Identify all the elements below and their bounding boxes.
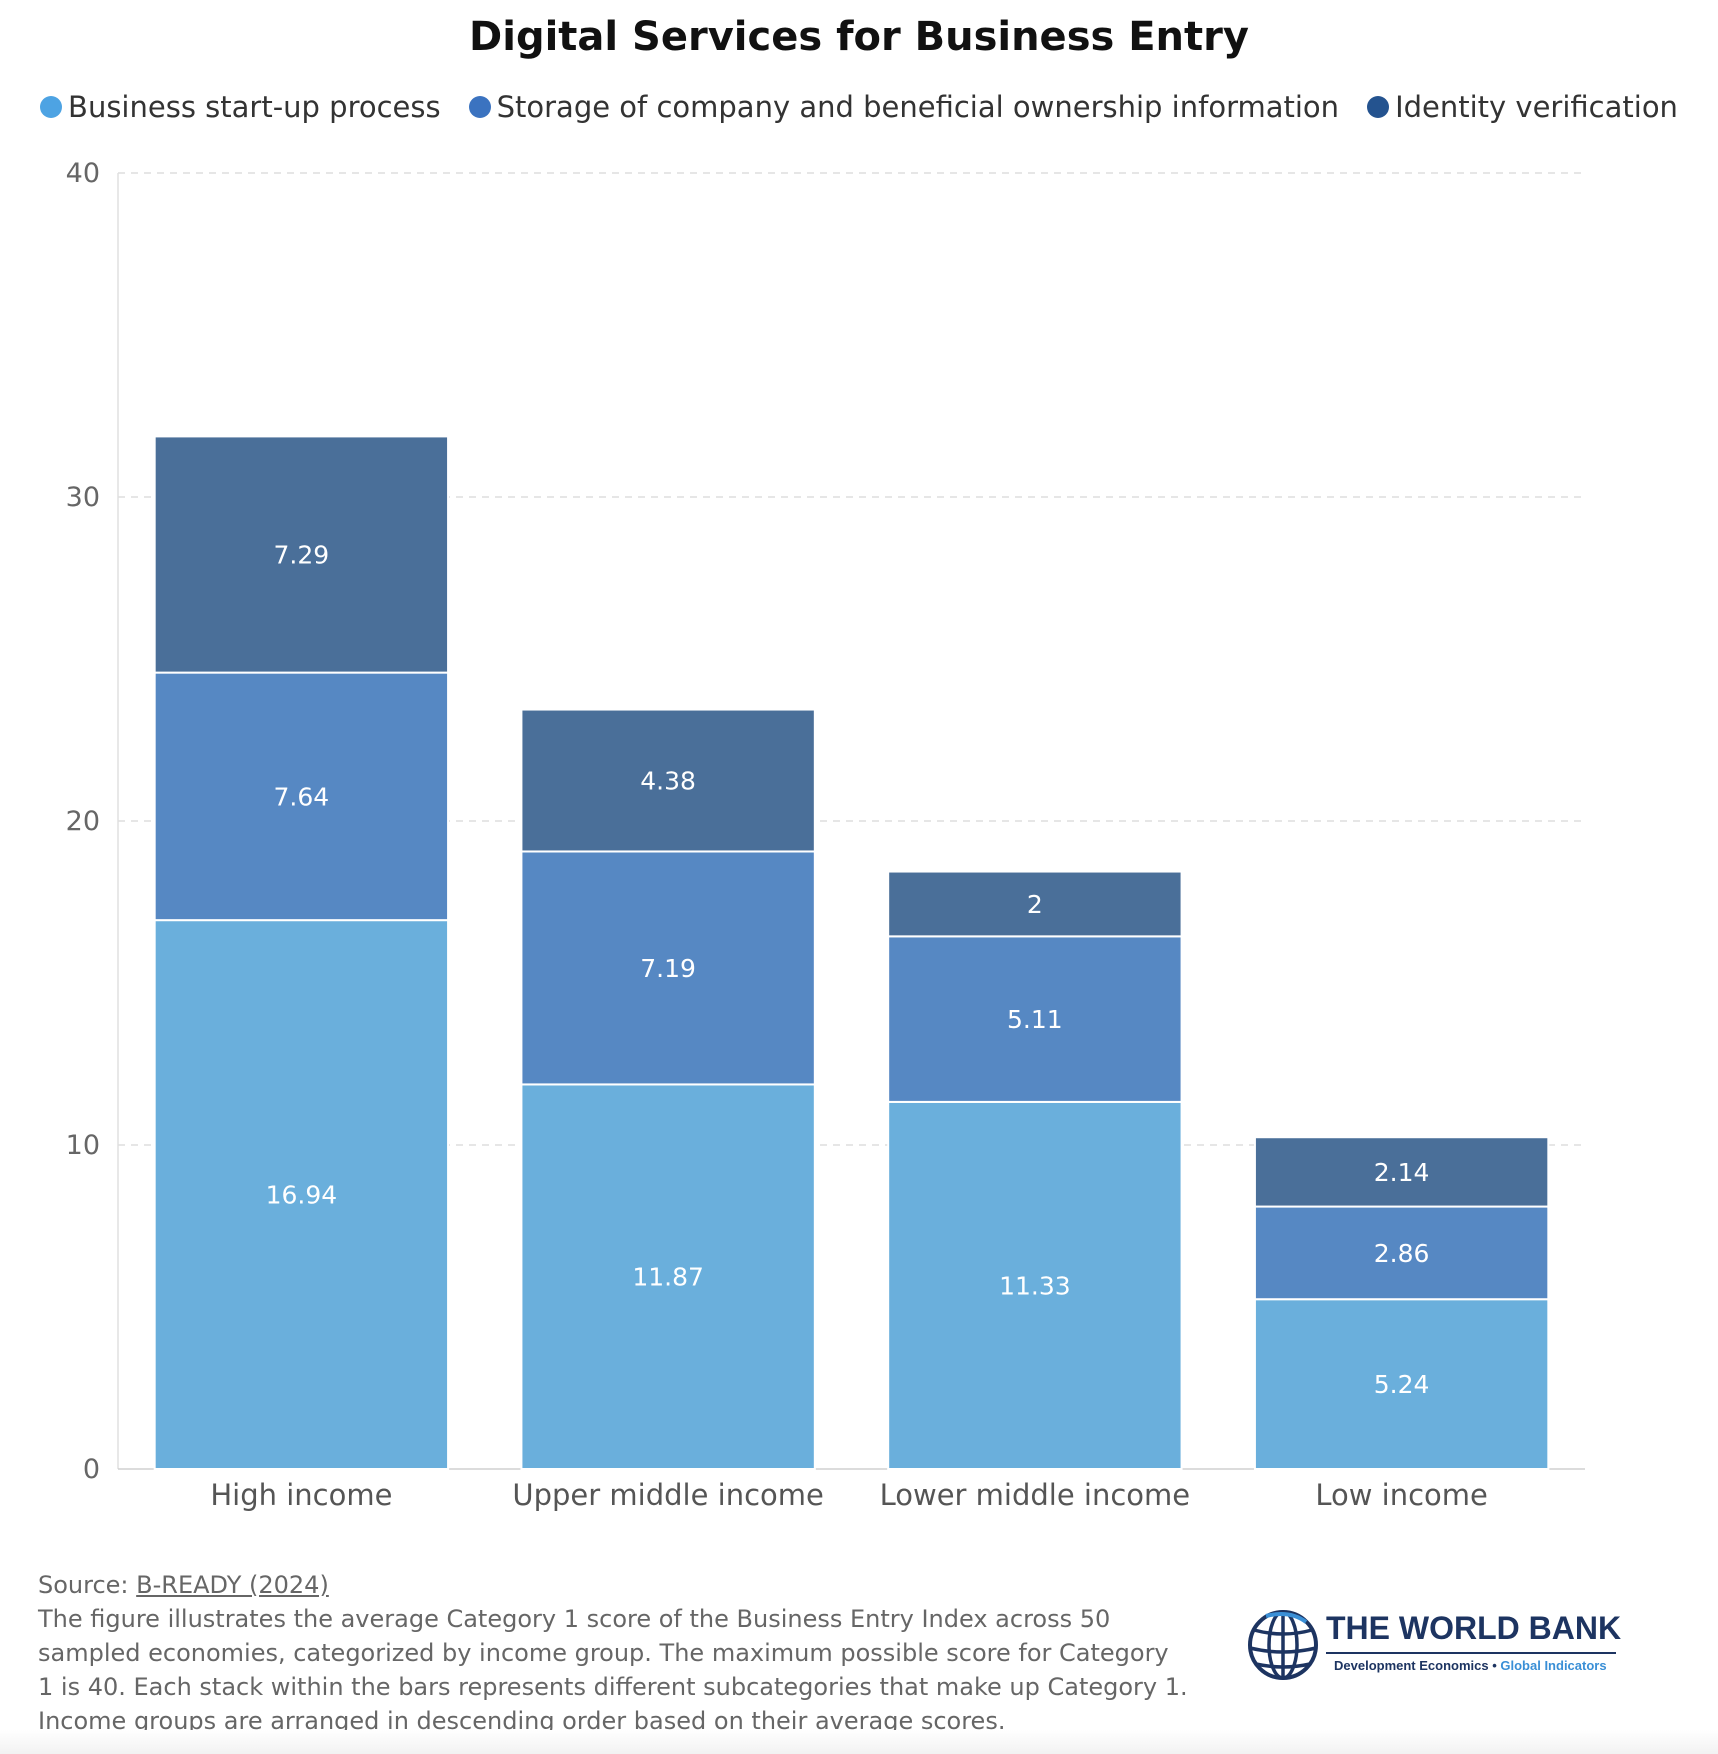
bar-segment <box>887 870 1183 938</box>
x-tick-label: Lower middle income <box>880 1478 1191 1512</box>
data-label: 2 <box>1027 890 1043 919</box>
y-tick-label: 40 <box>66 158 100 189</box>
legend-item[interactable]: Business start-up process <box>40 90 441 124</box>
chart-note: The figure illustrates the average Categ… <box>38 1605 1188 1735</box>
legend-item[interactable]: Identity verification <box>1367 90 1678 124</box>
bar-segment <box>520 1083 816 1470</box>
y-tick-label: 20 <box>66 806 100 837</box>
bar-segment <box>1253 1205 1550 1301</box>
legend-marker <box>40 96 63 118</box>
x-tick-label: High income <box>210 1478 392 1512</box>
bar-segment <box>153 919 450 1470</box>
world-bank-logo: THE WORLD BANK Development Economics • G… <box>1246 1608 1666 1688</box>
data-label: 5.11 <box>1007 1005 1063 1034</box>
logo-subtitle: Development Economics • Global Indicator… <box>1334 1658 1607 1673</box>
x-tick-label: Low income <box>1315 1478 1488 1512</box>
legend-marker <box>468 96 491 118</box>
data-label: 2.14 <box>1374 1158 1430 1187</box>
y-tick-label: 30 <box>66 482 100 513</box>
data-label: 16.94 <box>266 1181 338 1210</box>
bottom-shade <box>0 1730 1718 1754</box>
logo-sub-accent: Global Indicators <box>1500 1658 1607 1673</box>
logo-divider <box>1326 1652 1616 1654</box>
y-tick-label: 0 <box>83 1454 100 1485</box>
data-label: 7.29 <box>274 541 330 570</box>
data-label: 2.86 <box>1374 1239 1430 1268</box>
data-label: 4.38 <box>640 767 696 796</box>
bar-segment <box>520 850 816 1086</box>
chart-legend: Business start-up process Storage of comp… <box>0 90 1718 124</box>
chart-footer: Source: B-READY (2024) The figure illust… <box>38 1568 1188 1738</box>
legend-label: Business start-up process <box>68 90 441 124</box>
logo-sub-main: Development Economics <box>1334 1658 1489 1673</box>
bar-segment <box>887 1100 1183 1471</box>
bar-segment <box>1253 1298 1550 1470</box>
globe-icon <box>1248 1610 1318 1680</box>
legend-item[interactable]: Storage of company and beneficial owners… <box>468 90 1340 124</box>
chart-title: Digital Services for Business Entry <box>469 14 1249 60</box>
data-label: 7.19 <box>640 954 696 983</box>
legend-label: Identity verification <box>1395 90 1678 124</box>
data-label: 11.33 <box>999 1271 1071 1300</box>
stacked-bar-chart: 0 10 20 30 40 16.94 7.64 7.29 High income 11.87 7.… <box>66 158 1585 1512</box>
source-line: Source: B-READY (2024) <box>38 1568 1188 1602</box>
x-tick-label: Upper middle income <box>512 1478 823 1512</box>
legend-marker <box>1367 96 1390 118</box>
source-prefix: Source: <box>38 1571 137 1599</box>
data-label: 5.24 <box>1374 1370 1430 1399</box>
data-label: 7.64 <box>274 782 330 811</box>
bar-segment <box>520 708 816 853</box>
legend-label: Storage of company and beneficial owners… <box>496 90 1340 124</box>
logo-sub-sep: • <box>1488 1658 1501 1673</box>
source-link[interactable]: B-READY (2024) <box>136 1571 329 1599</box>
bar-segment <box>153 671 450 922</box>
y-tick-label: 10 <box>66 1130 100 1161</box>
bar-segment <box>1253 1136 1550 1208</box>
bar-segment <box>153 435 450 674</box>
data-label: 11.87 <box>632 1263 704 1292</box>
logo-name: THE WORLD BANK <box>1326 1610 1622 1646</box>
